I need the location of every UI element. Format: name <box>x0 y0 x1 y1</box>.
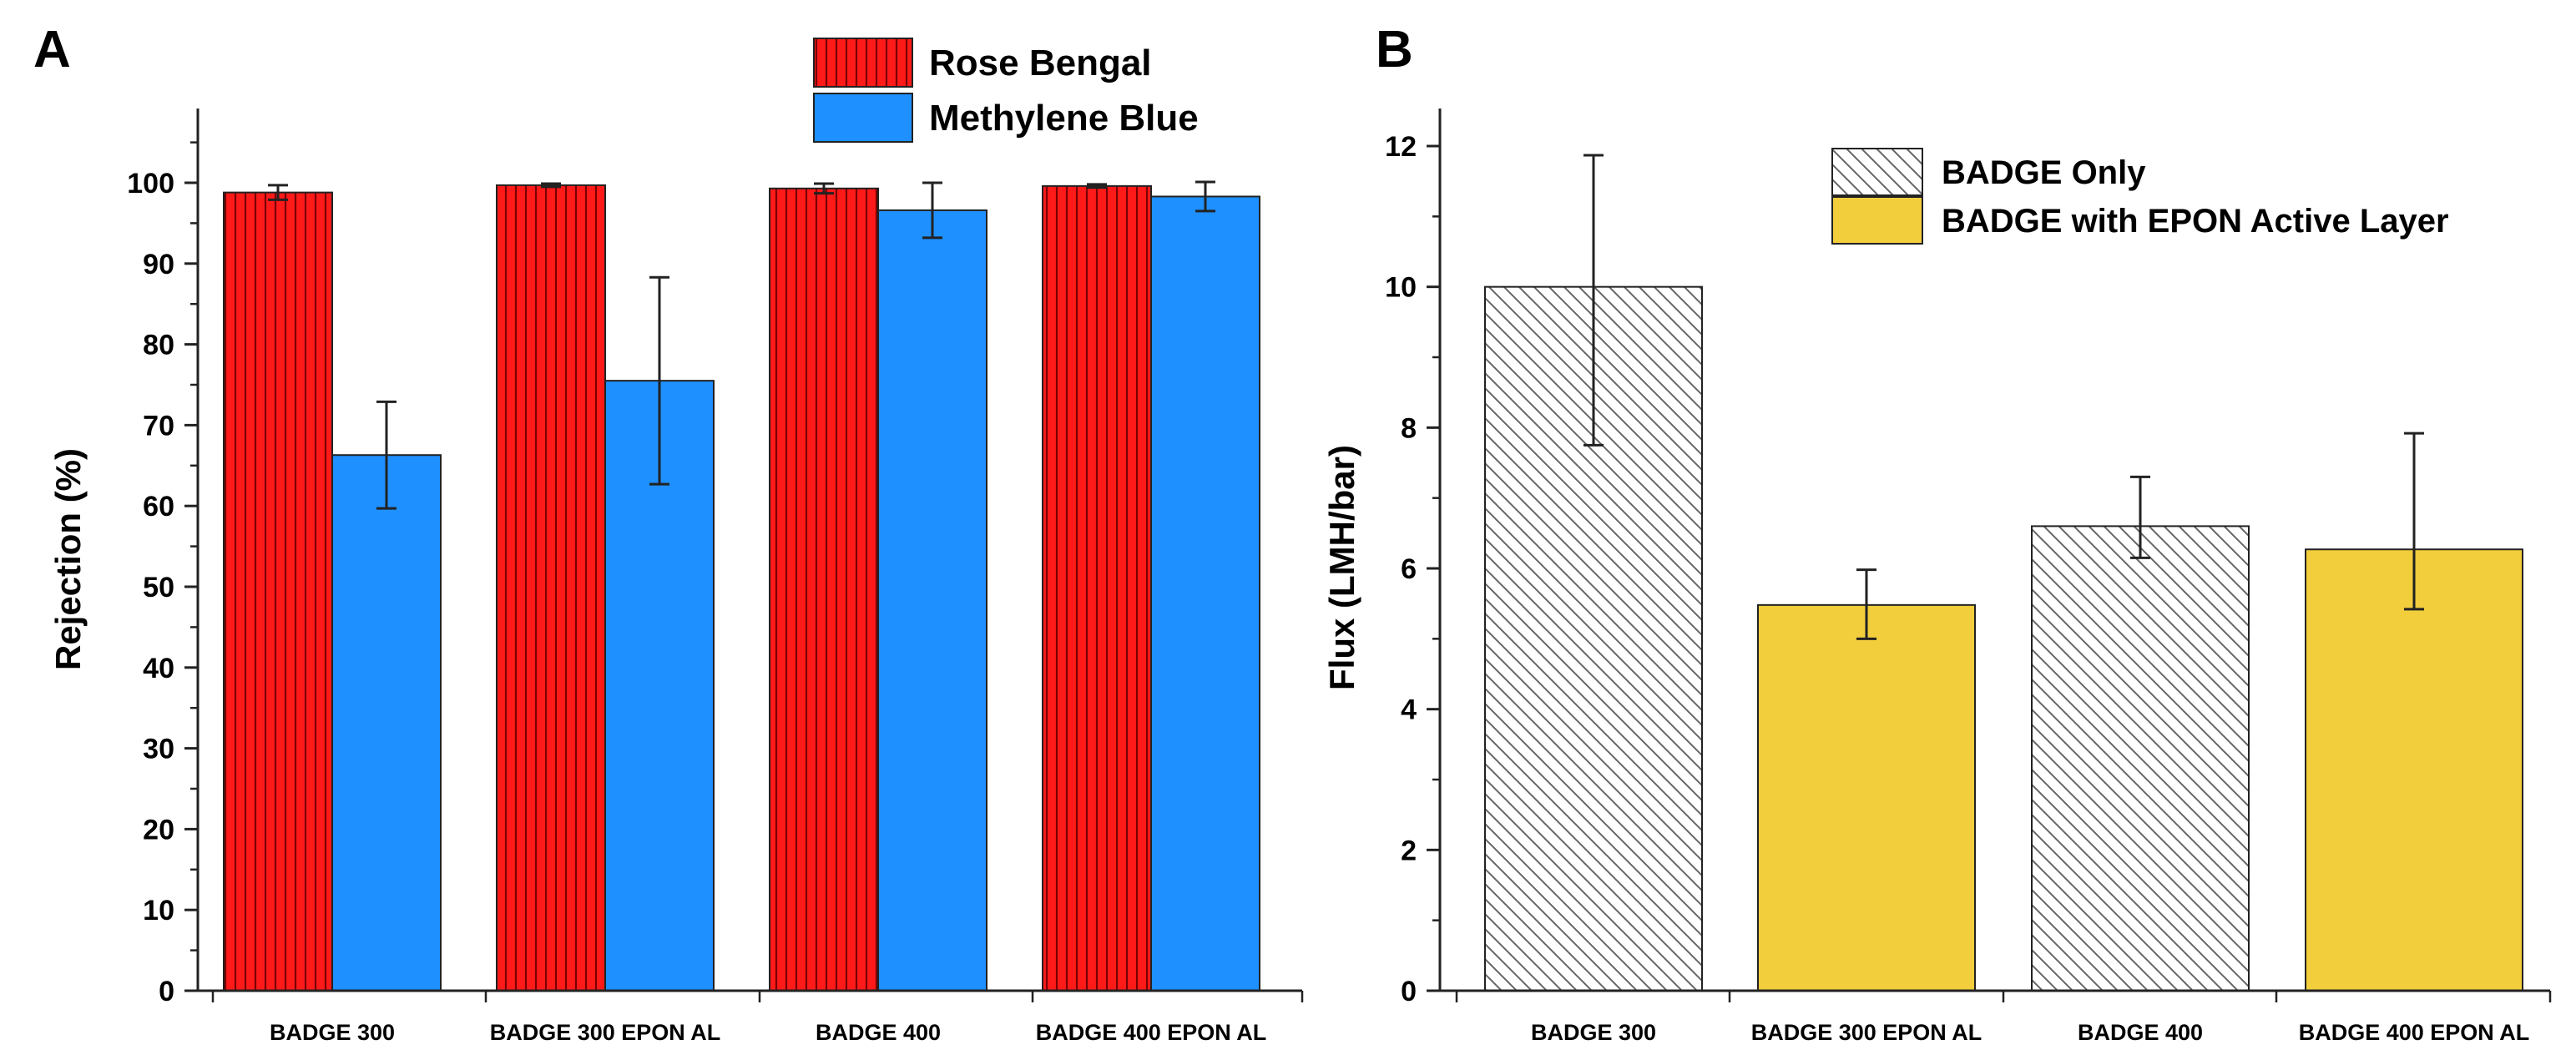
panel-b-axes <box>1427 109 2552 1002</box>
bar-a-methylene-blue-badge-400 <box>877 209 987 992</box>
y-tick-label-a-20: 20 <box>143 814 174 845</box>
bar-b-badge-400-epon-al <box>2305 548 2523 992</box>
y-tick-label-a-10: 10 <box>143 895 174 926</box>
category-label-b-badge-300: BADGE 300 <box>1531 1020 1656 1045</box>
panel-b-bars <box>1484 154 2523 992</box>
category-label-a-badge-300-epon-al: BADGE 300 EPON AL <box>490 1020 721 1045</box>
panel-b-y-ticks: 0 2 4 6 8 10 12 <box>1385 131 1417 1007</box>
bar-a-rose-bengal-badge-300-epon-al <box>496 184 606 992</box>
category-label-b-badge-300-epon-al: BADGE 300 EPON AL <box>1751 1020 1983 1045</box>
panel-a-rejection-chart: A Rejection (%) 0 10 20 30 40 50 60 70 80 90 100 B… <box>33 21 1304 1045</box>
panel-b-legend: BADGE Only BADGE with EPON Active Layer <box>1831 148 2449 245</box>
legend-label-b-badge-with-epon-active-layer: BADGE with EPON Active Layer <box>1942 203 2449 240</box>
category-label-b-badge-400-epon-al: BADGE 400 EPON AL <box>2299 1020 2530 1045</box>
y-tick-label-b-4: 4 <box>1401 694 1417 726</box>
legend-swatch-a-methylene-blue <box>813 93 913 143</box>
bar-a-rose-bengal-badge-300 <box>223 191 333 992</box>
bar-b-badge-400 <box>2031 525 2250 992</box>
panel-a-axes <box>184 109 1304 1002</box>
y-tick-label-b-2: 2 <box>1401 835 1417 866</box>
bar-a-rose-bengal-badge-400 <box>769 187 879 992</box>
category-label-b-badge-400: BADGE 400 <box>2078 1020 2203 1045</box>
y-tick-label-a-70: 70 <box>143 410 174 442</box>
y-tick-label-a-100: 100 <box>127 168 174 199</box>
y-tick-label-b-6: 6 <box>1401 553 1417 585</box>
panel-a-y-ticks: 0 10 20 30 40 50 60 70 80 90 100 <box>127 168 174 1007</box>
y-tick-label-b-0: 0 <box>1401 976 1417 1007</box>
panel-b-label: B <box>1376 21 1413 78</box>
legend-swatch-a-rose-bengal <box>813 38 913 88</box>
category-label-a-badge-400: BADGE 400 <box>816 1020 941 1045</box>
legend-label-b-badge-only: BADGE Only <box>1942 154 2146 191</box>
y-tick-label-a-30: 30 <box>143 734 174 765</box>
panel-a-label: A <box>33 21 71 78</box>
y-tick-label-b-8: 8 <box>1401 412 1417 444</box>
legend-label-a-methylene-blue: Methylene Blue <box>929 98 1199 139</box>
panel-b-category-labels: BADGE 300 BADGE 300 EPON AL BADGE 400 BADGE… <box>1531 1020 2529 1045</box>
panel-a-bars <box>223 180 1260 992</box>
y-tick-label-a-60: 60 <box>143 491 174 522</box>
bar-b-badge-300-epon-al <box>1757 603 1976 992</box>
category-label-a-badge-400-epon-al: BADGE 400 EPON AL <box>1036 1020 1267 1045</box>
bar-a-methylene-blue-badge-400-epon-al <box>1150 195 1260 992</box>
y-tick-label-a-80: 80 <box>143 330 174 361</box>
bar-a-rose-bengal-badge-400-epon-al <box>1042 184 1152 992</box>
y-tick-label-a-50: 50 <box>143 572 174 603</box>
y-tick-label-b-10: 10 <box>1385 272 1417 304</box>
panel-a-category-labels: BADGE 300 BADGE 300 EPON AL BADGE 400 BADGE… <box>270 1020 1266 1045</box>
legend-label-a-rose-bengal: Rose Bengal <box>929 43 1152 83</box>
y-tick-label-b-12: 12 <box>1385 131 1417 163</box>
category-label-a-badge-300: BADGE 300 <box>270 1020 395 1045</box>
legend-swatch-b-badge-with-epon-active-layer <box>1831 196 1923 245</box>
panel-a-y-axis-title: Rejection (%) <box>48 448 88 670</box>
y-tick-label-a-0: 0 <box>159 976 174 1007</box>
bar-a-methylene-blue-badge-300 <box>331 454 442 992</box>
y-tick-label-a-40: 40 <box>143 653 174 684</box>
y-tick-label-a-90: 90 <box>143 249 174 280</box>
panel-a-legend: Rose Bengal Methylene Blue <box>813 38 1199 143</box>
legend-swatch-b-badge-only <box>1831 148 1923 196</box>
panel-b-y-axis-title: Flux (LMH/bar) <box>1322 445 1361 690</box>
